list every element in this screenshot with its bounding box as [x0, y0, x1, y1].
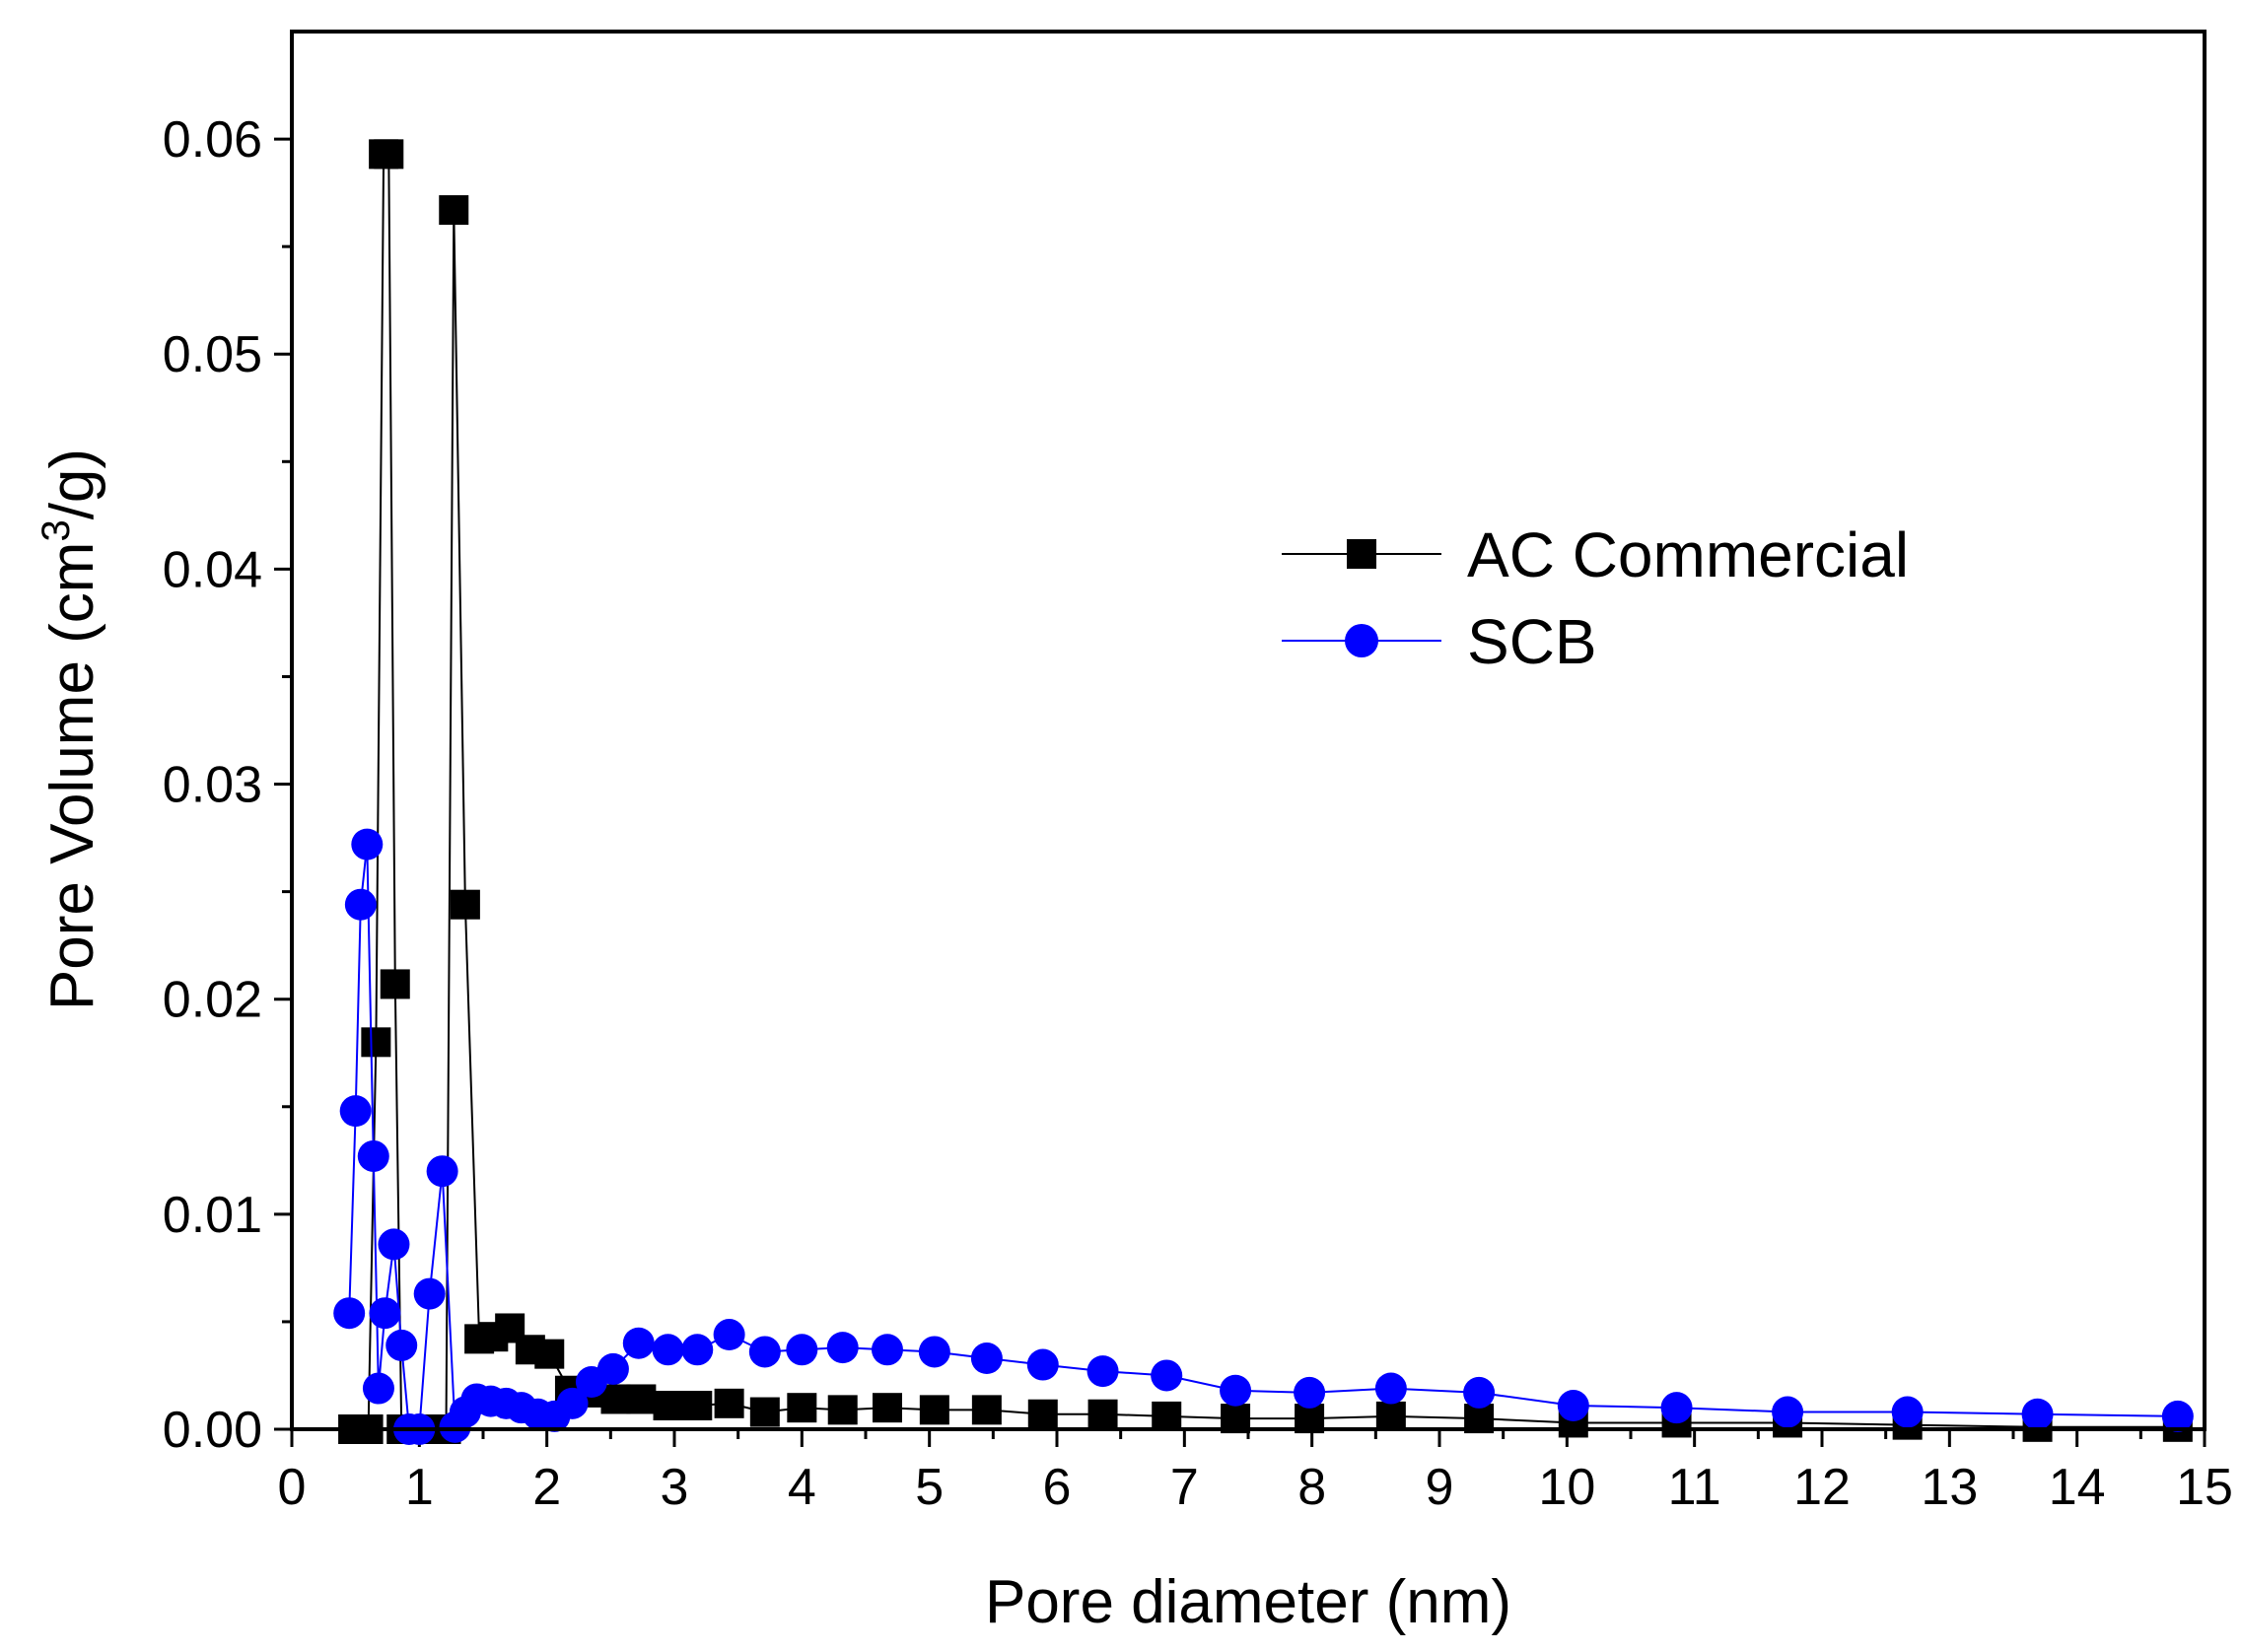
data-point [1374, 1372, 1407, 1405]
y-axis-title-end: /g) [38, 448, 106, 519]
x-tick-label: 11 [1668, 1459, 1721, 1516]
data-point [872, 1393, 902, 1423]
data-point [385, 1329, 418, 1361]
data-point [748, 1336, 781, 1368]
legend-label-ac-commercial: AC Commercial [1467, 519, 1909, 590]
series-layer [333, 139, 2194, 1445]
data-point [351, 828, 384, 860]
data-point [1152, 1401, 1182, 1431]
data-point [871, 1334, 903, 1366]
data-point [450, 889, 480, 920]
data-point [681, 1334, 714, 1366]
data-point [1026, 1348, 1059, 1381]
data-point [1463, 1376, 1496, 1409]
data-point [1151, 1359, 1183, 1392]
data-point [534, 1339, 565, 1369]
data-point [970, 1342, 1003, 1375]
data-point [918, 1336, 950, 1368]
y-tick-label: 0.05 [163, 326, 262, 383]
data-point [787, 1393, 817, 1423]
x-axis-title: Pore diameter (nm) [985, 1568, 1511, 1636]
data-point [439, 195, 469, 226]
data-point [652, 1334, 684, 1366]
x-tick-label: 1 [405, 1459, 434, 1516]
data-point [714, 1388, 744, 1418]
data-point [369, 1297, 401, 1330]
legend-label-scb: SCB [1467, 606, 1597, 677]
data-point [426, 1155, 458, 1188]
data-point [1087, 1399, 1118, 1429]
data-point [374, 139, 404, 170]
data-point [1220, 1374, 1252, 1407]
data-point [362, 1372, 394, 1405]
data-point [1772, 1396, 1804, 1428]
series-scb [333, 828, 2194, 1445]
x-tick-label: 6 [1043, 1459, 1072, 1516]
data-point [600, 1384, 631, 1414]
y-tick-label: 0.04 [163, 541, 262, 598]
y-tick-label: 0.01 [163, 1187, 262, 1244]
y-axis-title-superscript: 3 [35, 519, 78, 541]
data-point [682, 1391, 713, 1421]
data-point [378, 1228, 410, 1261]
data-point [826, 1332, 859, 1364]
data-point [333, 1297, 366, 1330]
legend-marker-scb [1345, 624, 1378, 657]
x-tick-label: 3 [661, 1459, 689, 1516]
x-tick-label: 15 [2176, 1459, 2233, 1516]
data-point [344, 888, 377, 921]
data-point [713, 1319, 745, 1351]
data-point [1375, 1401, 1406, 1431]
data-point [786, 1334, 818, 1366]
y-axis-title: Pore Volume (cm3/g) [35, 448, 106, 1010]
data-point [413, 1277, 446, 1310]
y-tick-label: 0.00 [163, 1402, 262, 1459]
x-tick-label: 0 [278, 1459, 307, 1516]
legend: AC Commercial SCB [1282, 519, 1909, 677]
data-point [653, 1391, 683, 1421]
y-tick-label: 0.02 [163, 972, 262, 1029]
data-point [1086, 1355, 1119, 1388]
data-point [1891, 1396, 1924, 1428]
x-tick-label: 7 [1170, 1459, 1199, 1516]
plot-frame [290, 30, 2207, 1431]
data-point [2161, 1400, 2194, 1432]
data-point [1660, 1392, 1693, 1424]
x-tick-label: 12 [1793, 1459, 1851, 1516]
data-point [749, 1397, 780, 1427]
data-point [596, 1352, 629, 1385]
data-point [1557, 1390, 1589, 1422]
data-point [361, 1027, 391, 1058]
data-point [827, 1395, 858, 1425]
data-point [556, 1387, 589, 1419]
x-tick-label: 2 [532, 1459, 561, 1516]
x-tick-label: 10 [1538, 1459, 1595, 1516]
x-tick-label: 8 [1297, 1459, 1326, 1516]
x-tick-label: 14 [2049, 1459, 2106, 1516]
x-tick-label: 5 [915, 1459, 944, 1516]
data-point [380, 969, 410, 999]
data-point [622, 1327, 655, 1359]
y-axis-title-main: Pore Volume (cm [38, 542, 106, 1011]
tick-labels: 0 1 2 3 4 5 6 7 8 9 10 11 12 13 14 150.000.010.020.030.… [163, 111, 2233, 1516]
data-point [1294, 1376, 1326, 1409]
x-tick-label: 9 [1426, 1459, 1454, 1516]
x-tick-label: 4 [788, 1459, 816, 1516]
data-point [339, 1095, 372, 1128]
data-point [357, 1139, 389, 1172]
data-point [1027, 1399, 1058, 1429]
x-tick-label: 13 [1921, 1459, 1978, 1516]
data-point [626, 1384, 657, 1414]
data-point [2021, 1398, 2054, 1430]
data-point [919, 1395, 949, 1425]
data-point [971, 1395, 1002, 1425]
legend-marker-ac-commercial [1347, 539, 1376, 569]
y-tick-label: 0.03 [163, 757, 262, 814]
y-tick-label: 0.06 [163, 111, 262, 169]
